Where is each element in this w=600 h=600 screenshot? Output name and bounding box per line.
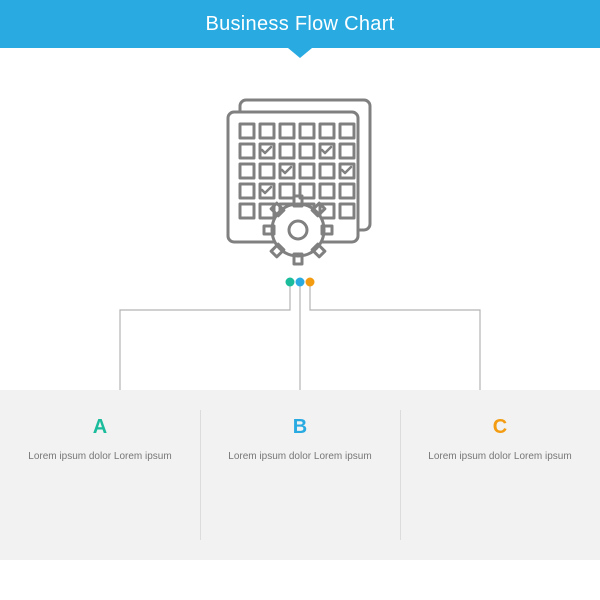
page-title: Business Flow Chart xyxy=(205,13,394,36)
column-letter: A xyxy=(20,416,180,439)
columns-band: A Lorem ipsum dolor Lorem ipsum B Lorem … xyxy=(0,390,600,560)
header-band: Business Flow Chart xyxy=(0,0,600,48)
column-b: B Lorem ipsum dolor Lorem ipsum xyxy=(200,390,400,560)
column-text: Lorem ipsum dolor Lorem ipsum xyxy=(420,449,580,464)
column-text: Lorem ipsum dolor Lorem ipsum xyxy=(220,449,380,464)
column-a: A Lorem ipsum dolor Lorem ipsum xyxy=(0,390,200,560)
column-letter: B xyxy=(220,416,380,439)
header-notch xyxy=(288,48,312,58)
column-text: Lorem ipsum dolor Lorem ipsum xyxy=(20,449,180,464)
event-calendar-gear-icon xyxy=(210,90,390,270)
column-c: C Lorem ipsum dolor Lorem ipsum xyxy=(400,390,600,560)
column-letter: C xyxy=(420,416,580,439)
